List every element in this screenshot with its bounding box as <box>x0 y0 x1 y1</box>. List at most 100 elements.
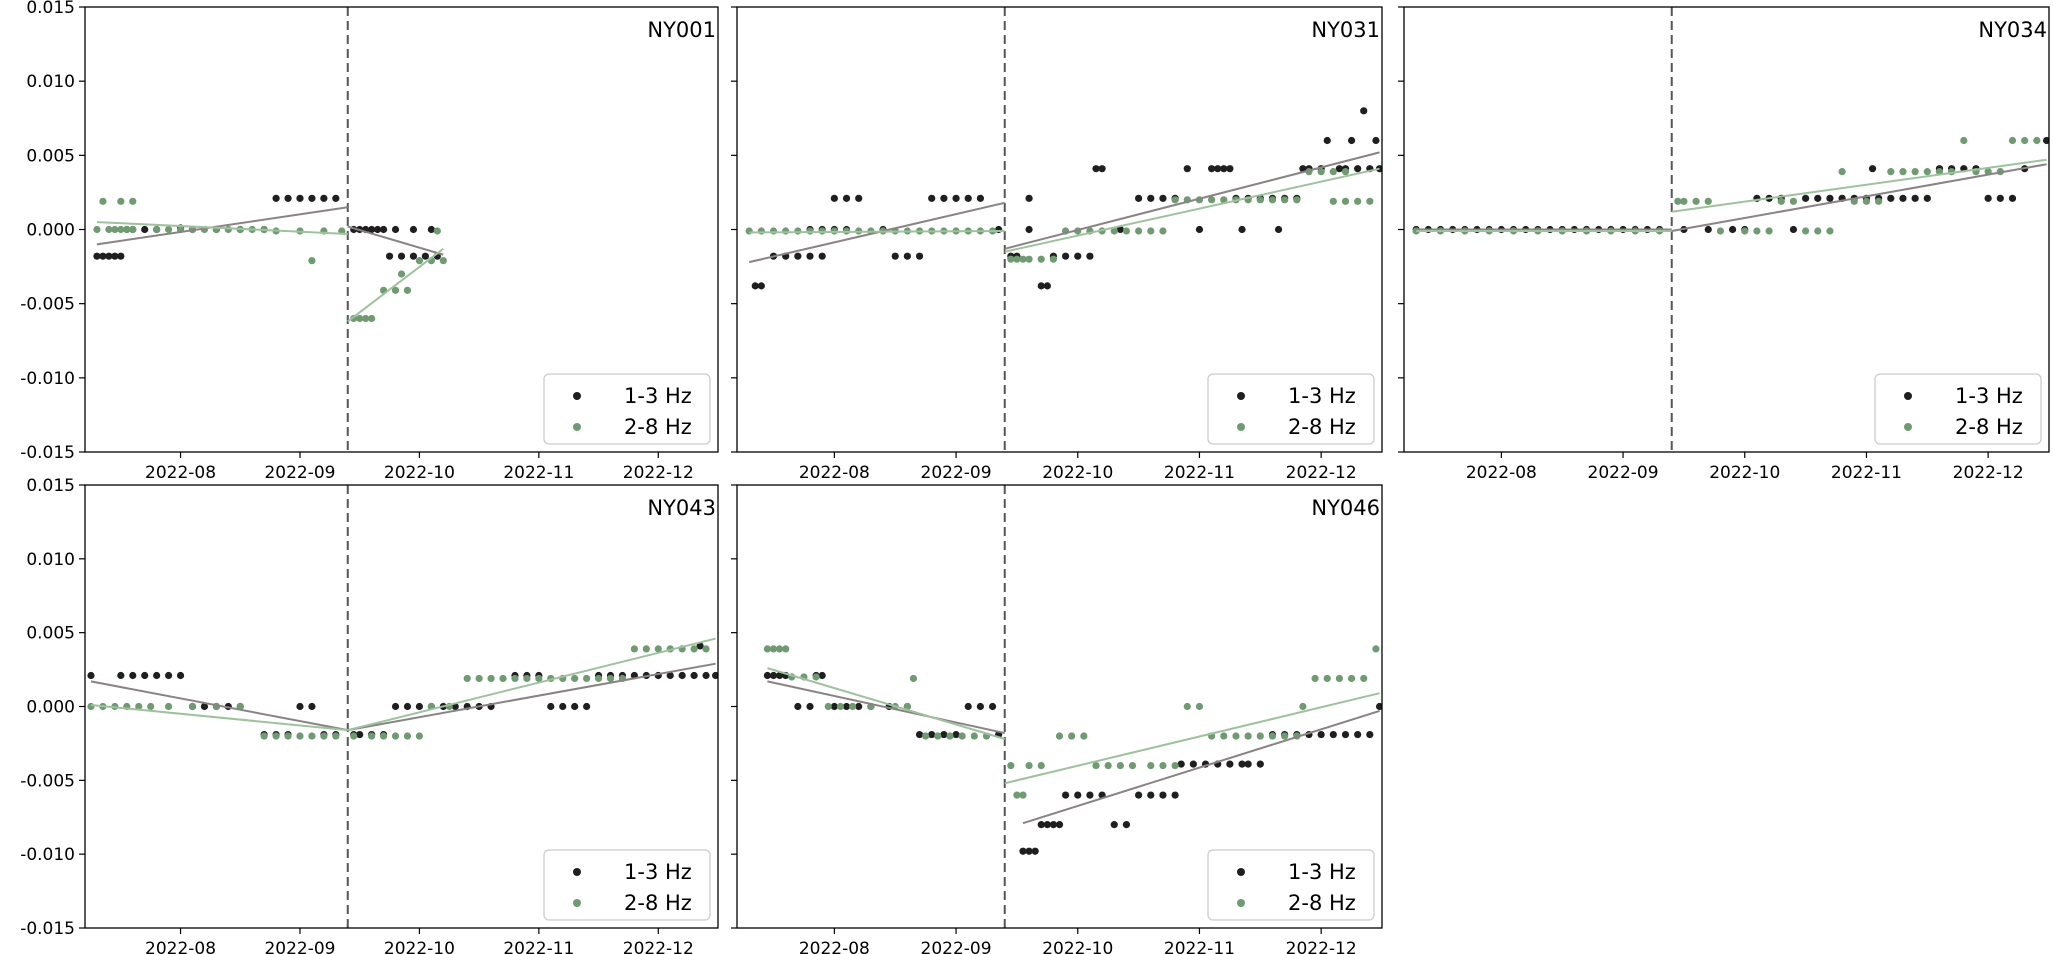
data-point <box>1826 227 1834 235</box>
data-point <box>1220 196 1228 204</box>
data-point <box>135 702 143 711</box>
data-point <box>1354 730 1362 739</box>
data-point <box>1092 165 1100 173</box>
data-point <box>1923 168 1931 176</box>
fit-line <box>347 225 444 256</box>
station-label: NY043 <box>647 496 716 520</box>
data-point <box>1055 732 1064 740</box>
data-point <box>123 225 131 234</box>
data-point <box>1098 165 1106 173</box>
data-point <box>1802 194 1810 202</box>
data-point <box>757 282 765 290</box>
series-2-8hz <box>1412 136 2041 235</box>
data-point <box>105 252 113 260</box>
data-point <box>1329 168 1337 176</box>
x-tick-label: 2022-11 <box>1164 939 1235 954</box>
data-point <box>1159 194 1167 202</box>
station-label: NY031 <box>1311 18 1380 42</box>
data-point <box>1037 282 1045 290</box>
fit-line <box>1671 158 2047 213</box>
axes-frame <box>84 6 719 453</box>
data-point <box>391 702 400 711</box>
data-point <box>117 225 125 234</box>
data-point <box>117 252 125 260</box>
panel-ny034: 2022-08 2022-09 2022-10 2022-11 2022-12 NY034… <box>1398 6 2050 483</box>
data-point <box>1025 225 1033 234</box>
data-point <box>1061 791 1070 799</box>
legend-label: 1-3 Hz <box>624 384 692 408</box>
data-point <box>1074 791 1082 799</box>
data-point <box>1019 791 1027 799</box>
data-point <box>350 732 358 740</box>
data-point <box>594 674 603 683</box>
y-tick-label: 0.010 <box>26 550 75 570</box>
data-point <box>940 194 948 202</box>
data-point <box>1019 255 1027 263</box>
data-point <box>1122 821 1131 829</box>
data-point <box>1299 702 1307 711</box>
series-1-3hz <box>1412 136 2049 234</box>
data-point <box>272 732 280 740</box>
data-point <box>1147 791 1155 799</box>
panel-ny046: 2022-08 2022-09 2022-10 2022-11 2022-12 NY046… <box>731 484 1383 954</box>
data-point <box>487 674 495 683</box>
data-point <box>654 645 662 653</box>
data-point <box>946 732 954 740</box>
data-point <box>129 225 137 234</box>
data-point <box>1159 761 1167 770</box>
data-point <box>583 674 591 683</box>
data-point <box>433 227 441 235</box>
data-point <box>87 702 95 711</box>
data-point <box>1147 227 1155 235</box>
axes-frame <box>1403 6 2050 453</box>
data-point <box>958 732 966 740</box>
data-point <box>308 702 316 711</box>
fit-line <box>1004 151 1380 250</box>
data-point <box>403 286 412 294</box>
fit-line <box>1671 163 2047 232</box>
station-label: NY034 <box>1978 18 2047 42</box>
data-point <box>842 194 851 202</box>
data-point <box>1923 194 1931 202</box>
data-point <box>964 702 972 711</box>
panel-ny001: 0.015 0.010 0.005 0.000 -0.005 -0.010 -0.015 20… <box>20 0 719 483</box>
data-point <box>1692 197 1700 205</box>
data-point <box>272 194 280 202</box>
data-point <box>970 732 978 740</box>
data-point <box>763 645 772 653</box>
x-tick-label: 2022-09 <box>921 463 992 483</box>
data-point <box>1171 791 1179 799</box>
fit-line <box>749 229 1005 234</box>
legend-marker <box>1237 868 1245 876</box>
data-point <box>111 225 119 234</box>
data-point <box>769 671 778 680</box>
y-tick-label: 0.015 <box>26 476 75 496</box>
x-tick-label: 2022-09 <box>921 939 992 954</box>
data-point <box>1274 225 1283 234</box>
data-point <box>571 674 579 683</box>
data-point <box>391 732 400 740</box>
data-point <box>1195 702 1204 711</box>
data-point <box>696 642 704 650</box>
data-point <box>1049 255 1058 263</box>
y-tick-label: -0.015 <box>20 443 75 463</box>
legend: 1-3 Hz 2-8 Hz <box>1207 373 1375 445</box>
data-point <box>559 702 567 711</box>
data-point <box>775 645 784 653</box>
axes-frame <box>84 484 719 929</box>
data-point <box>806 227 814 235</box>
data-point <box>1220 732 1228 740</box>
data-point <box>855 702 863 711</box>
data-point <box>379 225 388 234</box>
data-point <box>284 732 292 740</box>
data-point <box>1055 821 1064 829</box>
data-point <box>1147 761 1155 770</box>
data-point <box>1256 196 1264 204</box>
data-point <box>1341 197 1350 205</box>
data-point <box>1329 197 1337 205</box>
data-point <box>188 702 197 711</box>
data-point <box>1268 732 1277 740</box>
data-point <box>129 197 137 205</box>
fit-line <box>96 206 348 246</box>
data-point <box>690 671 698 680</box>
